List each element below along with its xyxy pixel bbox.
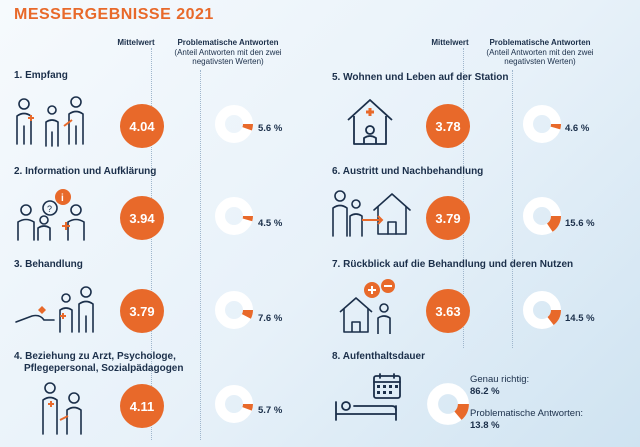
mean-header-label: Mittelwert [117,38,155,47]
donut-chart [523,291,561,329]
section-title-line2: Pflegepersonal, Sozialpädagogen [24,363,184,374]
problem-percent: 14.5 % [565,313,595,324]
section-title: 5. Wohnen und Leben auf der Station [332,72,509,83]
section-title: 1. Empfang [14,70,68,81]
mean-badge: 3.79 [120,289,164,333]
mean-badge: 4.04 [120,104,164,148]
donut-problem-segment [241,309,253,319]
donut-problem-segment [547,309,561,326]
page-title: MESSERGEBNISSE 2021 [14,6,214,23]
svg-text:?: ? [47,204,52,214]
mean-badge: 3.78 [426,104,470,148]
information-dialog-icon: ? i [17,189,85,241]
donut-problem-segment [454,403,469,420]
divider [512,70,513,348]
svg-text:i: i [61,193,64,204]
donut-chart [215,385,253,423]
section-title: 8. Aufenthaltsdauer [332,351,425,362]
donut-chart [523,105,561,143]
problem-percent: 7.6 % [258,313,283,324]
problem-header-sub: (Anteil Antworten mit den zwei negativst… [486,47,594,67]
donut-problem-segment [550,123,561,130]
section-title: 4. Beziehung zu Arzt, Psychologe, [14,351,176,362]
donut-chart [215,197,253,235]
relationship-people-icon [42,382,82,435]
section-title: 2. Information und Aufklärung [14,166,157,177]
problem-header-right: Problematische Antworten (Anteil Antwort… [484,38,596,67]
mean-header-left: Mittelwert [104,38,168,48]
mean-badge: 3.63 [426,289,470,333]
divider [200,70,201,440]
correct-label: Genau richtig: [470,374,530,385]
problem-value: 13.8 % [470,420,500,431]
section-title: 3. Behandlung [14,259,83,270]
problem-header-left: Problematische Antworten (Anteil Antwort… [172,38,284,67]
divider [463,48,464,348]
donut-problem-segment [242,215,253,222]
treatment-hand-icon [15,286,94,333]
problem-header-sub: (Anteil Antworten mit den zwei negativst… [174,47,282,67]
review-plus-minus-icon [339,279,395,334]
donut-problem-segment [242,123,253,131]
correct-value: 86.2 % [470,386,500,397]
house-cross-icon [347,99,393,145]
donut-problem-segment [242,403,253,411]
section-title: 6. Austritt und Nachbehandlung [332,166,484,177]
problem-percent: 5.6 % [258,123,283,134]
problem-percent: 4.5 % [258,218,283,229]
bed-calendar-icon [335,373,401,421]
donut-chart [215,291,253,329]
mean-badge: 3.94 [120,196,164,240]
mean-header-label: Mittelwert [431,38,469,47]
problem-header-label: Problematische Antworten [177,38,279,47]
problem-percent: 15.6 % [565,218,595,229]
donut-problem-segment [546,215,561,232]
problem-label: Problematische Antworten: [470,408,584,419]
donut-chart [427,383,469,425]
mean-badge: 4.11 [120,384,164,428]
donut-chart [523,197,561,235]
donut-chart [215,105,253,143]
divider [151,48,152,440]
mean-badge: 3.79 [426,196,470,240]
section-title: 7. Rückblick auf die Behandlung und dere… [332,259,574,270]
discharge-house-icon [332,190,411,237]
problem-percent: 4.6 % [565,123,590,134]
mean-header-right: Mittelwert [418,38,482,48]
reception-people-icon [16,96,84,147]
problem-header-label: Problematische Antworten [489,38,591,47]
problem-percent: 5.7 % [258,405,283,416]
